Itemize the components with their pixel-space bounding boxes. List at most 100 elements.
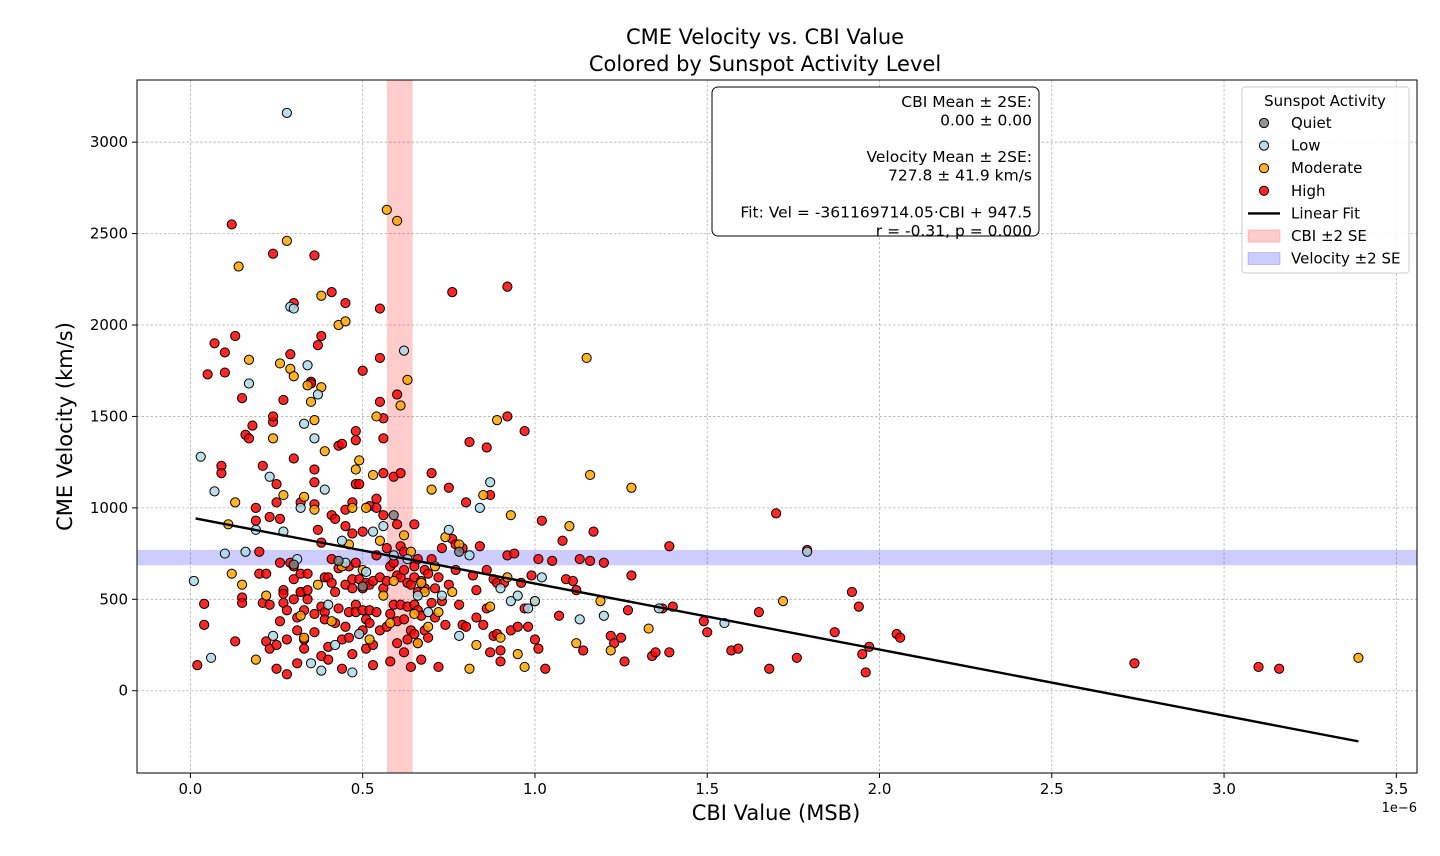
point-high [423,632,434,643]
point-high [502,281,513,292]
point-high [398,647,410,658]
point-high [271,478,282,490]
point-low [302,360,313,371]
point-high [374,396,386,407]
point-high [288,574,299,585]
point-high [853,601,864,612]
point-high [250,502,261,513]
point-high [860,667,871,678]
y-tick-label: 2000 [90,316,128,334]
point-low [305,658,317,669]
point-quiet [357,581,368,592]
point-high [436,542,448,554]
point-high [495,656,506,667]
point-high [261,568,272,579]
legend: Sunspot Activity Quiet Low Moderate High Lin… [1241,86,1410,274]
point-low [436,590,448,601]
point-high [340,521,351,532]
point-high [615,632,627,643]
point-high [350,557,361,568]
point-low [336,535,348,546]
point-high [536,515,547,526]
point-high [381,542,392,554]
point-high [557,535,568,546]
point-low [474,502,485,513]
point-moderate [581,352,592,364]
point-high [426,597,437,609]
y-tick-label: 0 [118,682,128,700]
point-moderate [309,504,320,515]
point-moderate [564,521,575,532]
grid [137,80,1417,773]
series-high [192,219,1285,680]
point-low [574,614,585,625]
point-high [392,389,403,400]
point-high [433,661,444,673]
legend-label: High [1291,182,1325,200]
point-high [357,365,368,376]
point-high [323,654,334,665]
point-low [598,610,609,621]
point-low [209,486,220,497]
series-low [188,107,813,678]
point-high [846,586,858,598]
point-low [295,502,306,513]
point-high [622,605,634,616]
point-moderate [250,654,261,665]
point-high [829,627,840,638]
point-high [584,555,596,566]
point-high [753,606,765,618]
point-low [495,583,506,594]
legend-marker-low [1258,140,1270,151]
legend-marker-quiet [1258,117,1270,129]
point-high [398,564,410,576]
point-high [771,508,782,519]
point-low [398,345,410,356]
point-moderate [378,590,389,601]
point-high [347,649,358,660]
x-tick-label: 3.5 [1384,780,1408,798]
point-high [764,663,775,674]
point-moderate [278,489,289,501]
point-high [529,634,541,645]
point-high [460,621,472,632]
point-low [454,630,465,641]
point-low [309,433,320,444]
point-high [857,649,868,660]
point-high [357,526,368,537]
point-low [378,521,389,532]
point-high [371,493,382,504]
point-high [202,369,213,380]
point-moderate [423,621,434,632]
point-moderate [233,261,244,272]
point-moderate [319,446,330,457]
y-tick-label: 500 [99,590,128,608]
point-moderate [519,661,530,673]
point-low [264,471,275,482]
annotation-line: r = -0.31, p = 0.000 [876,222,1032,240]
point-moderate [236,579,248,590]
point-moderate [267,433,279,444]
point-high [278,394,289,406]
point-moderate [584,469,596,481]
x-tick-label: 0.0 [178,780,202,798]
axis-ticks: 0.0 0.5 1.0 1.5 2.0 2.5 3.0 3.5 0 500 1000 1500 2000… [90,133,1408,798]
point-low [330,639,341,651]
x-axis-multiplier: 1e−6 [1382,801,1417,816]
point-high [454,599,465,610]
point-moderate [312,579,323,590]
x-tick-label: 1.0 [523,780,547,798]
point-moderate [302,380,313,391]
point-low [323,599,334,610]
point-quiet [454,546,465,557]
point-high [236,393,248,404]
legend-label: Linear Fit [1291,204,1360,222]
point-high [236,597,248,609]
stats-annotation-box [711,86,1040,237]
point-moderate [364,634,375,645]
point-high [333,603,344,614]
point-high [443,482,454,493]
legend-title: Sunspot Activity [1264,92,1386,110]
point-high [702,627,713,638]
point-high [409,628,420,640]
